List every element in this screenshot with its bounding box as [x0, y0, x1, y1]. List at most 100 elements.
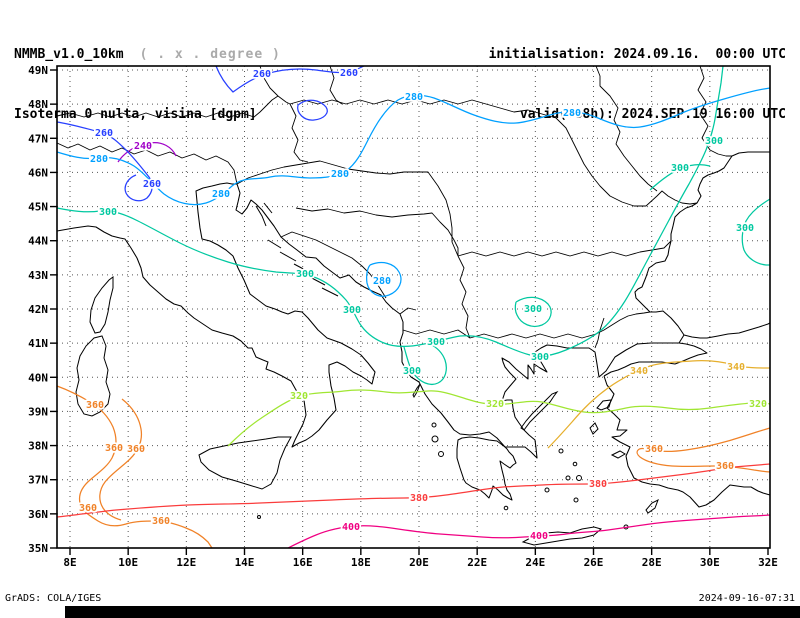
- lat-tick-label: 49N: [28, 64, 48, 77]
- border-path: [457, 255, 471, 339]
- island-outline: [89, 276, 114, 334]
- border-path: [56, 95, 279, 118]
- lat-tick-label: 41N: [28, 337, 48, 350]
- island: [438, 451, 444, 457]
- model-name: NMMB_v1.0_10km: [14, 47, 124, 62]
- lat-tick-label: 39N: [28, 405, 48, 418]
- init-time: initialisation: 2024.09.16. 00:00 UTC: [488, 47, 786, 62]
- contour-line-300: [56, 65, 724, 357]
- border-path: [236, 160, 391, 185]
- contour-label-360: 360: [645, 444, 663, 455]
- border-path: [594, 317, 605, 349]
- island-outline: [75, 335, 111, 417]
- lon-tick-label: 28E: [642, 556, 662, 569]
- bottom-bar: [65, 606, 800, 618]
- island: [431, 422, 437, 428]
- coastlines: [56, 151, 771, 546]
- island: [573, 497, 579, 503]
- island-outline: [610, 450, 626, 459]
- contour-label-320: 320: [290, 391, 308, 402]
- contour-label-360: 360: [86, 400, 104, 411]
- contour-label-300: 300: [296, 269, 314, 280]
- contour-label-300: 300: [736, 223, 754, 234]
- contour-label-300: 300: [343, 305, 361, 316]
- lon-tick-label: 10E: [118, 556, 138, 569]
- lon-tick-label: 24E: [525, 556, 545, 569]
- header-left: NMMB_v1.0_10km ( . x . degree ) Isoterma …: [14, 5, 281, 165]
- contour-line-300: [741, 198, 771, 266]
- border-path: [457, 240, 672, 257]
- country-borders: [56, 65, 732, 349]
- lon-tick-label: 16E: [293, 556, 313, 569]
- contour-labels: 240 260 260 260 260 280 280 280 280 280 280 300 300 3…: [77, 66, 769, 544]
- field-title: Isoterma 0 nulta, visina [dgpm]: [14, 107, 257, 122]
- lon-tick-label: 14E: [235, 556, 255, 569]
- island: [257, 515, 261, 519]
- lat-tick-label: 43N: [28, 269, 48, 282]
- coastline-path: [603, 342, 708, 377]
- lat-tick-label: 42N: [28, 303, 48, 316]
- island-outline: [307, 275, 326, 286]
- contour-label-340: 340: [727, 362, 745, 373]
- lat-tick-label: 38N: [28, 440, 48, 453]
- contour-label-260: 260: [340, 68, 358, 79]
- grid-lines: [57, 66, 770, 548]
- lat-tick-label: 44N: [28, 235, 48, 248]
- border-path: [259, 65, 291, 105]
- lon-tick-label: 20E: [409, 556, 429, 569]
- island: [572, 461, 578, 467]
- border-path: [56, 142, 238, 185]
- border-path: [289, 99, 557, 119]
- contour-line-300: [403, 343, 447, 386]
- island: [503, 505, 509, 511]
- lon-tick-label: 32E: [758, 556, 778, 569]
- lon-tick-label: 18E: [351, 556, 371, 569]
- contour-label-300: 300: [705, 136, 723, 147]
- island-outline: [255, 205, 267, 227]
- border-path: [295, 207, 459, 256]
- island-outline: [412, 383, 421, 399]
- contour-label-380: 380: [410, 493, 428, 504]
- island: [576, 475, 582, 481]
- contour-line-300: [514, 296, 552, 328]
- contour-label-360: 360: [79, 503, 97, 514]
- contour-label-260: 260: [95, 128, 113, 139]
- coastline-path: [456, 436, 517, 501]
- contour-line-260: [56, 121, 153, 202]
- contour-label-380: 380: [589, 479, 607, 490]
- island: [431, 435, 439, 443]
- axis-labels: 49N 48N 47N 46N 45N 44N 43N 42N 41N 40N 39N 38N 37N 3…: [28, 64, 778, 569]
- island-outline: [521, 526, 603, 546]
- contour-label-300: 300: [403, 366, 421, 377]
- island-outline: [321, 287, 339, 297]
- contour-label-300: 300: [671, 163, 689, 174]
- contour-lines: [56, 65, 771, 549]
- contour-label-280: 280: [405, 92, 423, 103]
- border-path: [329, 65, 343, 105]
- contour-label-280: 280: [90, 154, 108, 165]
- contour-label-280: 280: [212, 189, 230, 200]
- contour-label-400: 400: [342, 522, 360, 533]
- coastline-path: [634, 151, 770, 336]
- lat-tick-label: 46N: [28, 166, 48, 179]
- contour-label-240: 240: [134, 141, 152, 152]
- contour-line-360: [636, 427, 771, 473]
- contour-line-280: [366, 262, 402, 297]
- border-path: [595, 65, 658, 192]
- island-outline: [198, 436, 292, 490]
- header-right: initialisation: 2024.09.16. 00:00 UTC va…: [489, 5, 786, 165]
- grads-credit: GrADS: COLA/IGES: [5, 593, 102, 604]
- lat-tick-label: 48N: [28, 98, 48, 111]
- contour-label-280: 280: [373, 276, 391, 287]
- contour-line-240: [117, 141, 177, 163]
- border-path: [389, 171, 459, 257]
- contour-label-360: 360: [716, 461, 734, 472]
- border-path: [399, 307, 417, 315]
- coastline-path: [235, 183, 685, 459]
- island-outline: [589, 422, 599, 435]
- island-outline: [279, 251, 297, 262]
- contour-label-300: 300: [427, 337, 445, 348]
- island-outline: [645, 498, 659, 514]
